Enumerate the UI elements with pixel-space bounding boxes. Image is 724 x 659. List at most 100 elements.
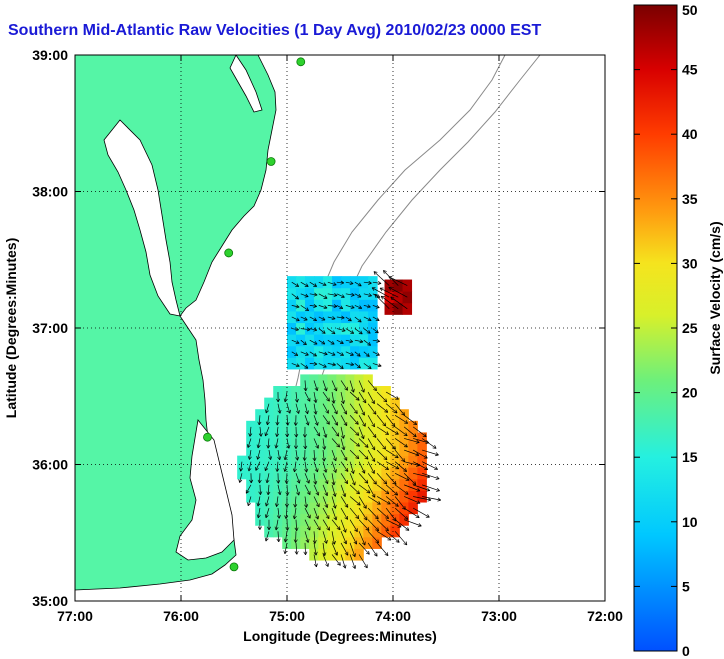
- velocity-arrow: [331, 438, 340, 448]
- velocity-arrow-head: [371, 424, 375, 428]
- velocity-arrow: [372, 305, 380, 309]
- velocity-arrow: [385, 426, 399, 435]
- x-tick-label: 72:00: [587, 608, 623, 624]
- velocity-arrow-head: [354, 422, 359, 425]
- velocity-arrow: [340, 438, 345, 451]
- velocity-arrow-head: [249, 456, 252, 460]
- velocity-arrow-head: [359, 305, 363, 309]
- velocity-cell: [408, 444, 418, 457]
- velocity-arrow-head: [417, 500, 421, 504]
- velocity-arrow-head: [260, 491, 263, 495]
- velocity-arrow: [358, 415, 366, 427]
- velocity-arrow: [318, 293, 328, 299]
- velocity-arrow-head: [304, 341, 307, 345]
- velocity-arrow-head: [335, 504, 337, 509]
- velocity-arrow-head: [257, 514, 261, 519]
- velocity-arrow-head: [278, 515, 281, 519]
- velocity-arrow-head: [360, 339, 364, 343]
- velocity-arrow: [327, 351, 336, 356]
- velocity-arrow: [358, 380, 365, 393]
- velocity-arrow-head: [326, 422, 330, 425]
- velocity-arrow-head: [352, 566, 356, 569]
- velocity-arrow-head: [339, 526, 341, 530]
- velocity-arrow: [345, 293, 355, 296]
- colorbar: [633, 4, 678, 652]
- velocity-arrow-head: [248, 468, 252, 472]
- velocity-arrow-head: [351, 352, 354, 356]
- velocity-arrow-head: [436, 487, 440, 492]
- velocity-arrow: [265, 496, 270, 507]
- velocity-arrow-head: [270, 456, 273, 460]
- station-marker: [266, 157, 276, 166]
- velocity-arrow-head: [377, 294, 381, 298]
- velocity-arrow: [322, 426, 327, 438]
- velocity-arrow-head: [332, 284, 337, 286]
- velocity-arrow-head: [428, 497, 432, 501]
- velocity-arrow: [358, 403, 365, 416]
- velocity-arrow: [349, 449, 360, 459]
- velocity-arrow-head: [374, 331, 379, 334]
- velocity-arrow: [358, 496, 367, 509]
- x-tick-label: 77:00: [57, 608, 93, 624]
- velocity-arrow-head: [276, 515, 280, 519]
- velocity-arrow-head: [415, 455, 419, 457]
- velocity-arrow: [313, 519, 321, 531]
- velocity-arrow-head: [313, 327, 318, 331]
- velocity-arrow: [249, 450, 252, 460]
- velocity-arrow-head: [377, 515, 379, 520]
- velocity-arrow: [267, 415, 270, 425]
- velocity-arrow-head: [296, 295, 299, 300]
- velocity-arrow-head: [324, 351, 328, 355]
- velocity-arrow: [264, 461, 270, 471]
- velocity-arrow: [313, 461, 318, 473]
- velocity-cell: [368, 299, 378, 312]
- velocity-arrow-head: [304, 457, 307, 461]
- velocity-arrow-head: [259, 479, 262, 484]
- velocity-arrow-head: [351, 330, 355, 334]
- velocity-arrow-head: [305, 445, 308, 450]
- velocity-arrow: [277, 508, 280, 519]
- velocity-arrow-head: [361, 542, 366, 546]
- velocity-arrow: [318, 316, 326, 321]
- velocity-arrow: [363, 293, 372, 297]
- velocity-arrow-head: [335, 434, 339, 437]
- velocity-arrow-head: [323, 282, 327, 286]
- velocity-arrow-head: [316, 504, 320, 508]
- velocity-arrow: [322, 438, 325, 450]
- velocity-arrow: [376, 438, 386, 450]
- velocity-arrow: [394, 519, 410, 531]
- velocity-arrow-head: [375, 480, 377, 485]
- velocity-arrow-head: [368, 295, 372, 298]
- velocity-arrow: [385, 496, 399, 507]
- velocity-arrow: [354, 316, 362, 323]
- velocity-arrow-head: [342, 494, 346, 498]
- velocity-arrow: [340, 484, 346, 497]
- velocity-arrow-head: [296, 398, 299, 403]
- velocity-cell: [309, 478, 319, 491]
- velocity-arrow: [313, 426, 321, 437]
- velocity-arrow-head: [437, 499, 441, 502]
- velocity-arrow-head: [292, 515, 295, 520]
- velocity-arrow-head: [404, 518, 408, 520]
- velocity-arrow-head: [256, 444, 259, 449]
- velocity-cell: [399, 478, 409, 491]
- velocity-arrow-head: [295, 422, 298, 426]
- velocity-arrow-head: [402, 507, 406, 510]
- velocity-cell: [273, 444, 283, 457]
- velocity-arrow: [380, 295, 399, 310]
- velocity-arrow: [340, 519, 347, 533]
- velocity-arrow-head: [364, 457, 369, 460]
- velocity-arrow-head: [405, 432, 408, 436]
- velocity-arrow-head: [365, 529, 370, 531]
- velocity-arrow: [349, 473, 356, 486]
- velocity-arrow: [358, 426, 365, 439]
- velocity-arrow-head: [298, 491, 300, 496]
- velocity-arrow-head: [335, 469, 337, 473]
- velocity-arrow-head: [259, 526, 262, 530]
- velocity-cell: [255, 478, 265, 491]
- velocity-arrow-head: [314, 422, 318, 426]
- velocity-arrow: [295, 473, 300, 484]
- velocity-arrow-head: [427, 499, 432, 502]
- velocity-arrow-head: [354, 553, 356, 557]
- velocity-arrow: [304, 403, 309, 414]
